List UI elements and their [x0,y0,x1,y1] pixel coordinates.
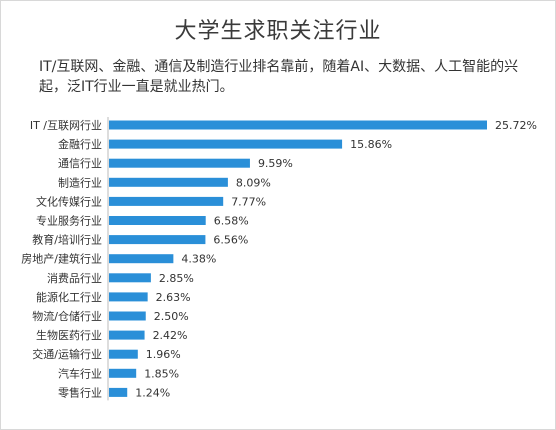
value-label: 1.96% [146,348,181,361]
value-label: 9.59% [258,157,293,170]
category-label: 通信行业 [58,157,102,170]
bar [109,216,206,225]
bar [109,311,146,321]
value-label: 4.38% [181,253,216,266]
value-label: 1.24% [135,386,170,399]
bar [109,235,206,245]
category-label: 交通/运输行业 [32,347,102,361]
bar [109,349,138,359]
category-label: 专业服务行业 [36,214,102,228]
category-label: 零售行业 [58,385,102,399]
category-label: 金融行业 [58,137,102,151]
bar [109,292,148,302]
category-label: 文化传媒行业 [36,194,102,208]
bar [109,177,228,187]
value-label: 7.77% [231,195,266,208]
category-label: 能源化工行业 [36,290,102,304]
bar [109,196,224,206]
category-label: 物流/仓储行业 [32,309,102,323]
category-label: 教育/培训行业 [32,233,102,247]
bar [109,158,250,168]
value-label: 6.56% [213,234,248,247]
chart-title: 大学生求职关注行业 [174,19,382,44]
value-label: 2.42% [153,329,188,342]
value-label: 25.72% [495,119,537,132]
chart-subtitle: IT/互联网、金融、通信及制造行业排名靠前，随着AI、大数据、人工智能的兴起，泛… [39,59,519,95]
category-label: 消费品行业 [47,271,102,285]
value-label: 8.09% [236,176,271,189]
bar [109,368,137,378]
value-label: 2.50% [154,310,189,323]
category-label: 制造行业 [58,175,102,189]
bar [109,139,343,149]
bar [109,120,487,130]
value-label: 1.85% [144,367,179,380]
category-label: IT /互联网行业 [30,119,102,132]
bar [109,254,174,264]
value-label: 6.58% [214,215,249,228]
category-label: 汽车行业 [58,366,102,380]
bar [109,330,145,340]
category-label: 生物医药行业 [36,328,102,342]
value-label: 2.85% [159,272,194,285]
value-label: 15.86% [350,138,392,151]
bar [109,273,151,283]
bar [109,387,128,397]
value-label: 2.63% [156,291,191,304]
category-label: 房地产/建筑行业 [21,252,102,266]
